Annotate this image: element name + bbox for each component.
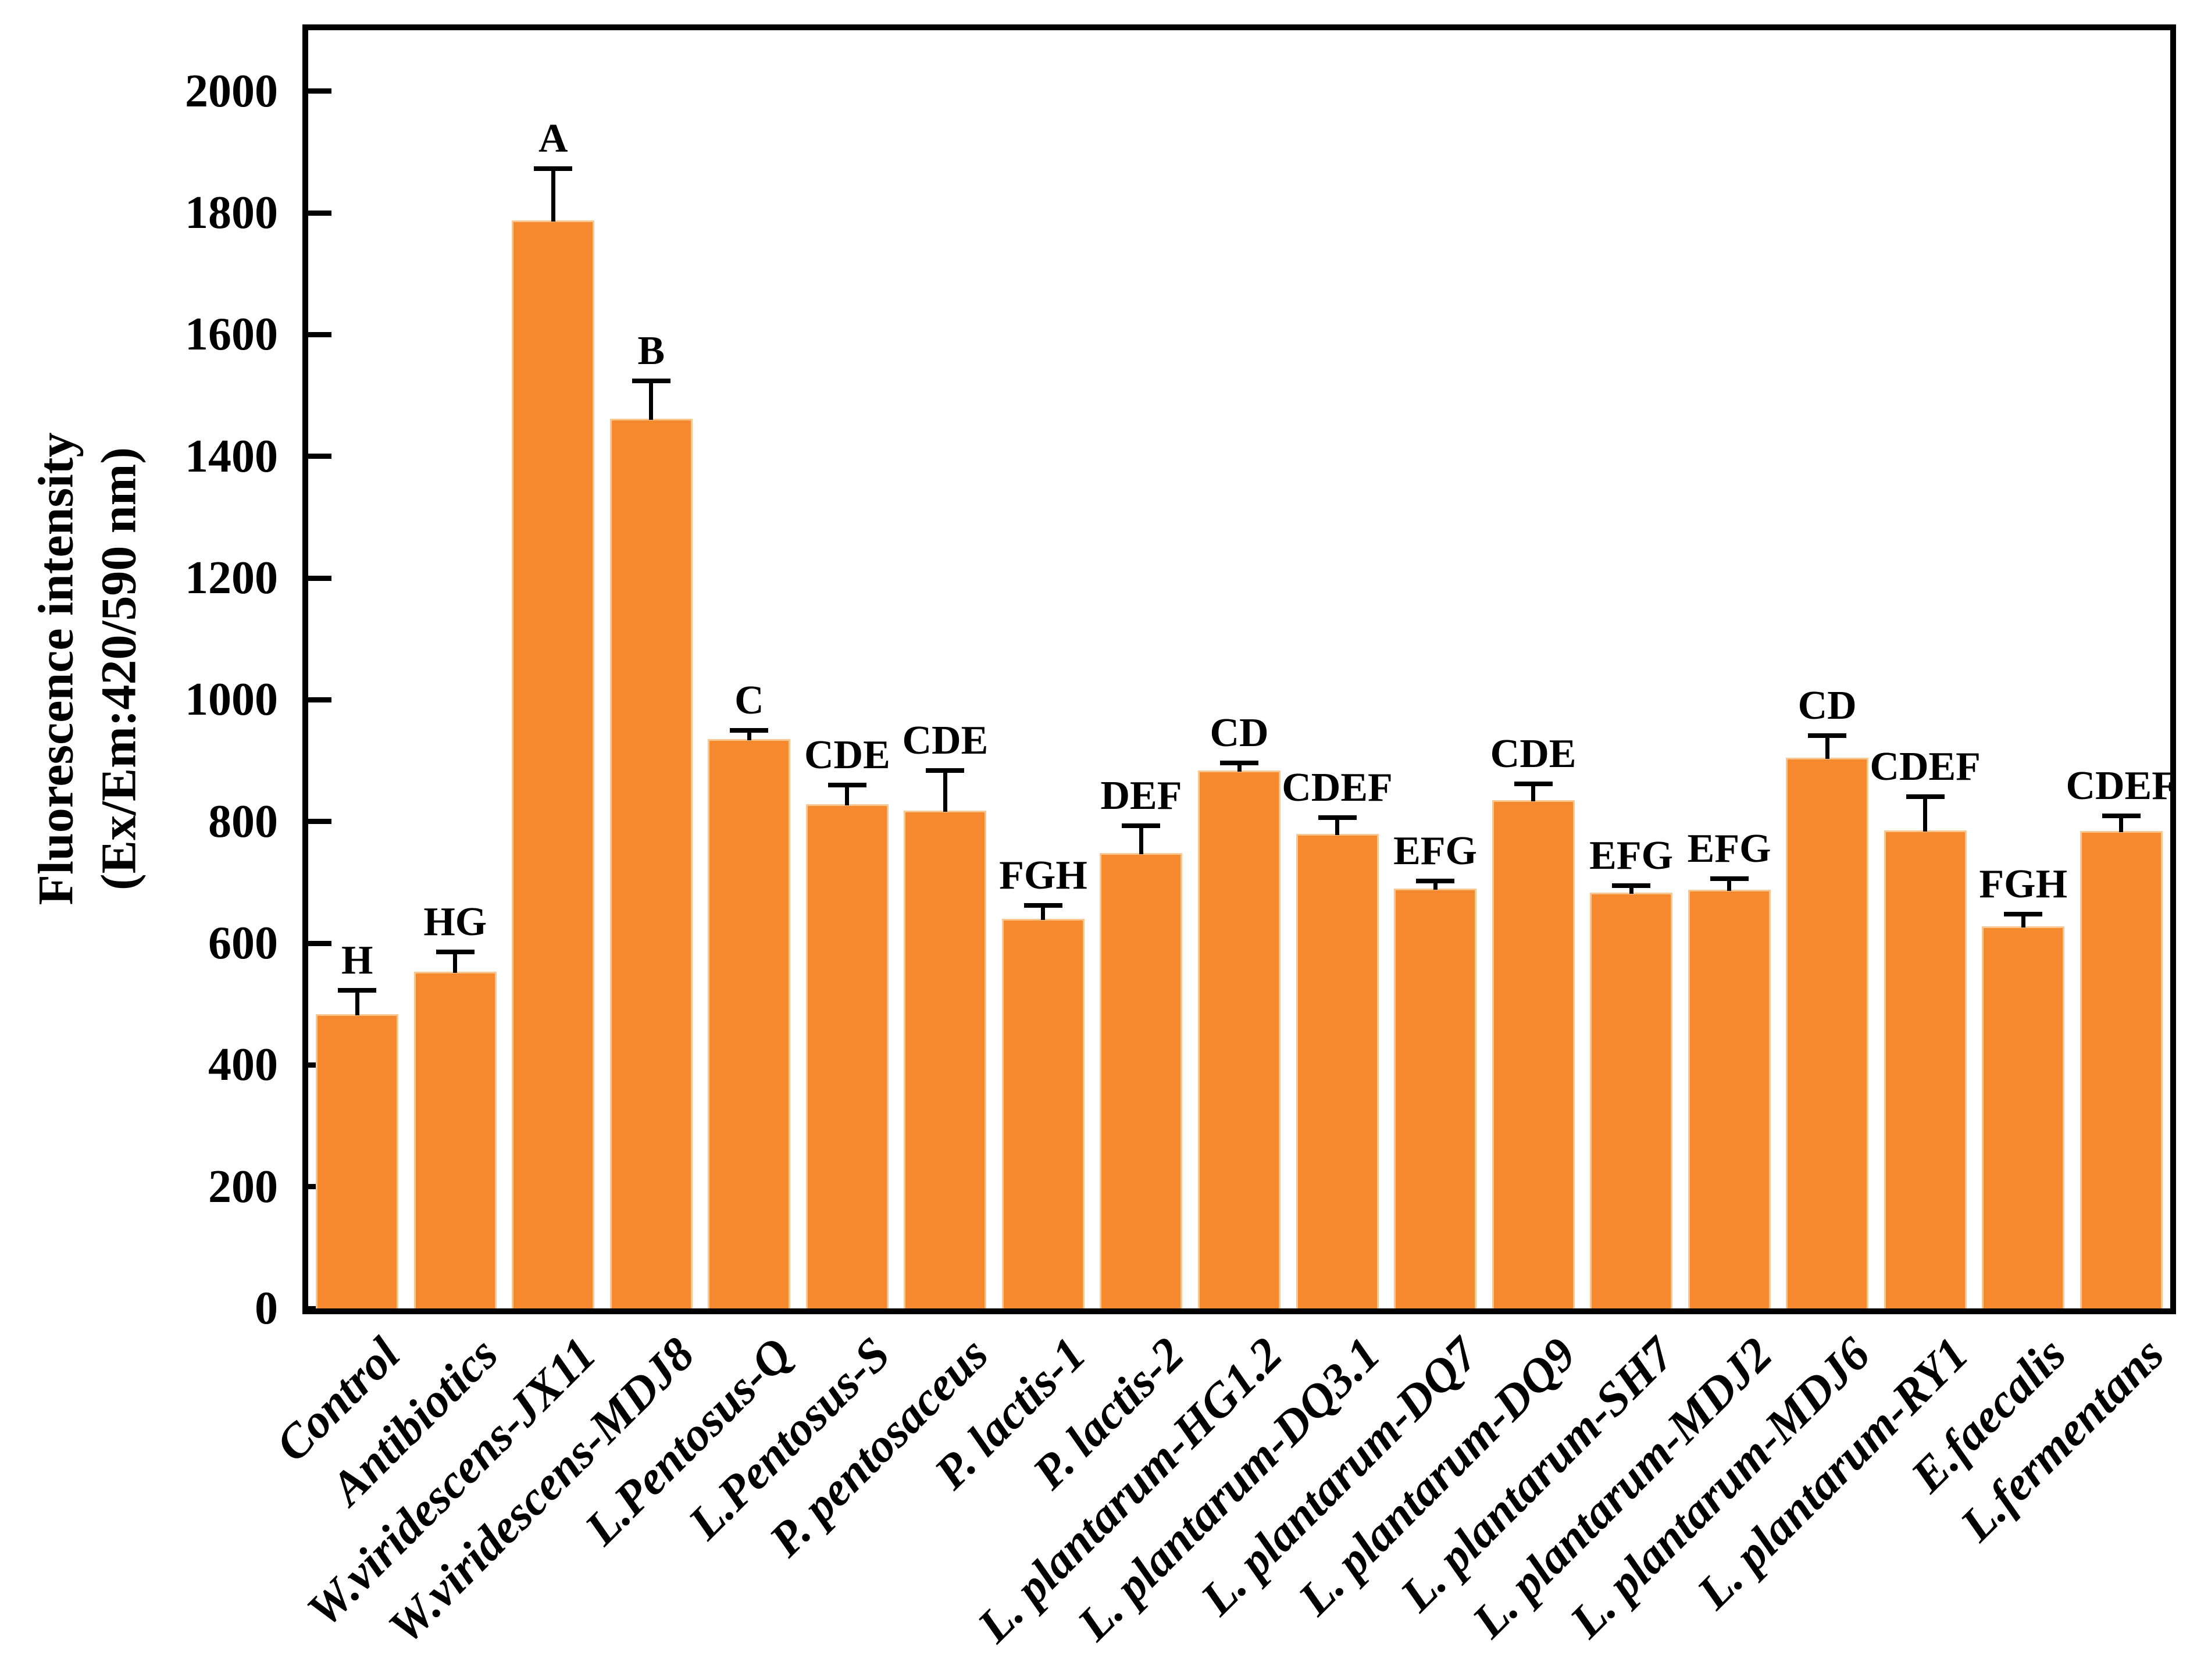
bar xyxy=(1001,919,1085,1308)
error-bar xyxy=(649,380,654,420)
error-bar xyxy=(453,951,458,973)
y-tick-label: 2000 xyxy=(185,65,278,117)
error-bar-cap xyxy=(338,987,377,993)
error-bar xyxy=(1139,826,1143,855)
y-axis-tick-mark xyxy=(308,210,331,216)
error-bar-cap xyxy=(534,166,573,171)
significance-letter: CDE xyxy=(902,718,989,763)
error-bar xyxy=(1531,783,1536,802)
y-tick-label: 800 xyxy=(208,796,278,847)
y-axis-tick-mark xyxy=(308,454,331,459)
significance-letter: CDEF xyxy=(2066,764,2177,809)
significance-letter: DEF xyxy=(1100,773,1182,818)
error-bar-cap xyxy=(436,949,475,954)
error-bar-cap xyxy=(1514,781,1553,786)
y-axis-tick-mark xyxy=(308,819,331,825)
error-bar-cap xyxy=(1023,903,1062,908)
y-tick-label: 0 xyxy=(255,1283,278,1334)
significance-letter: FGH xyxy=(1979,861,2068,907)
significance-letter: H xyxy=(341,937,373,983)
error-bar-cap xyxy=(1612,883,1651,888)
bar xyxy=(1982,926,2065,1308)
y-tick-label: 1200 xyxy=(185,552,278,604)
error-bar-cap xyxy=(1416,879,1455,884)
error-bar-cap xyxy=(828,782,866,787)
bar xyxy=(1198,770,1281,1308)
y-tick-label: 600 xyxy=(208,918,278,969)
bar xyxy=(708,739,791,1308)
error-bar xyxy=(1727,879,1732,891)
significance-letter: FGH xyxy=(999,853,1087,898)
y-axis-tick-mark xyxy=(308,1306,331,1311)
bar xyxy=(1100,853,1183,1308)
bar xyxy=(1884,830,1967,1308)
error-bar-cap xyxy=(2102,814,2141,819)
bar xyxy=(1688,889,1771,1308)
error-bar-cap xyxy=(1808,733,1847,739)
error-bar xyxy=(943,770,947,812)
y-tick-label: 400 xyxy=(208,1039,278,1091)
significance-letter: CD xyxy=(1210,711,1269,756)
error-bar xyxy=(1335,818,1340,835)
bar xyxy=(1394,888,1477,1308)
bar xyxy=(1786,757,1869,1308)
error-bar-cap xyxy=(1906,794,1945,799)
error-bar-cap xyxy=(926,768,965,773)
significance-letter: EFG xyxy=(1687,826,1771,872)
significance-letter: EFG xyxy=(1589,833,1674,878)
significance-letter: HG xyxy=(423,899,487,944)
significance-letter: C xyxy=(734,677,764,723)
y-tick-label: 1600 xyxy=(185,309,278,361)
significance-letter: CDEF xyxy=(1282,765,1393,811)
error-bar xyxy=(1629,885,1633,894)
error-bar xyxy=(1923,796,1928,832)
bar xyxy=(1296,833,1379,1308)
significance-letter: B xyxy=(637,328,665,373)
y-tick-label: 1000 xyxy=(185,674,278,726)
significance-letter: CDE xyxy=(1490,731,1576,776)
error-bar xyxy=(1237,763,1242,772)
bar xyxy=(413,972,497,1308)
y-tick-label: 1400 xyxy=(185,430,278,482)
y-tick-label: 200 xyxy=(208,1161,278,1212)
y-axis-tick-mark xyxy=(308,575,331,581)
y-axis-tick-mark xyxy=(308,940,331,946)
y-tick-label: 1800 xyxy=(185,187,278,238)
plot-area: H HG A B C CDE CDE FGH DEF CD CDEF EFG CDE EFG EFG CD CD… xyxy=(302,24,2177,1314)
error-bar xyxy=(1041,905,1046,921)
bar xyxy=(2080,831,2163,1308)
significance-letter: A xyxy=(538,116,568,161)
significance-letter: CD xyxy=(1797,683,1857,729)
significance-letter: CDE xyxy=(804,732,890,777)
bar xyxy=(1590,893,1673,1308)
bar xyxy=(805,804,889,1308)
y-axis-tick-mark xyxy=(308,88,331,94)
bar xyxy=(904,810,987,1308)
error-bar-cap xyxy=(1318,815,1357,821)
bar xyxy=(512,220,595,1308)
bar xyxy=(1492,800,1575,1308)
y-axis-tick-mark xyxy=(308,697,331,702)
significance-letter: EFG xyxy=(1393,829,1477,874)
y-axis-tick-mark xyxy=(308,331,331,337)
error-bar xyxy=(2119,816,2124,833)
error-bar-cap xyxy=(730,727,769,733)
error-bar-cap xyxy=(1122,823,1161,828)
error-bar-cap xyxy=(632,378,670,383)
error-bar xyxy=(551,168,555,222)
error-bar xyxy=(355,990,359,1016)
error-bar xyxy=(845,784,850,806)
bar xyxy=(609,418,693,1308)
bar xyxy=(316,1014,399,1308)
error-bar xyxy=(747,730,751,741)
error-bar xyxy=(2021,914,2025,928)
error-bar-cap xyxy=(1710,876,1749,882)
error-bar-cap xyxy=(2004,911,2043,916)
significance-letter: CDEF xyxy=(1870,744,1981,789)
error-bar xyxy=(1825,736,1829,759)
error-bar xyxy=(1433,881,1438,890)
error-bar-cap xyxy=(1220,761,1258,766)
